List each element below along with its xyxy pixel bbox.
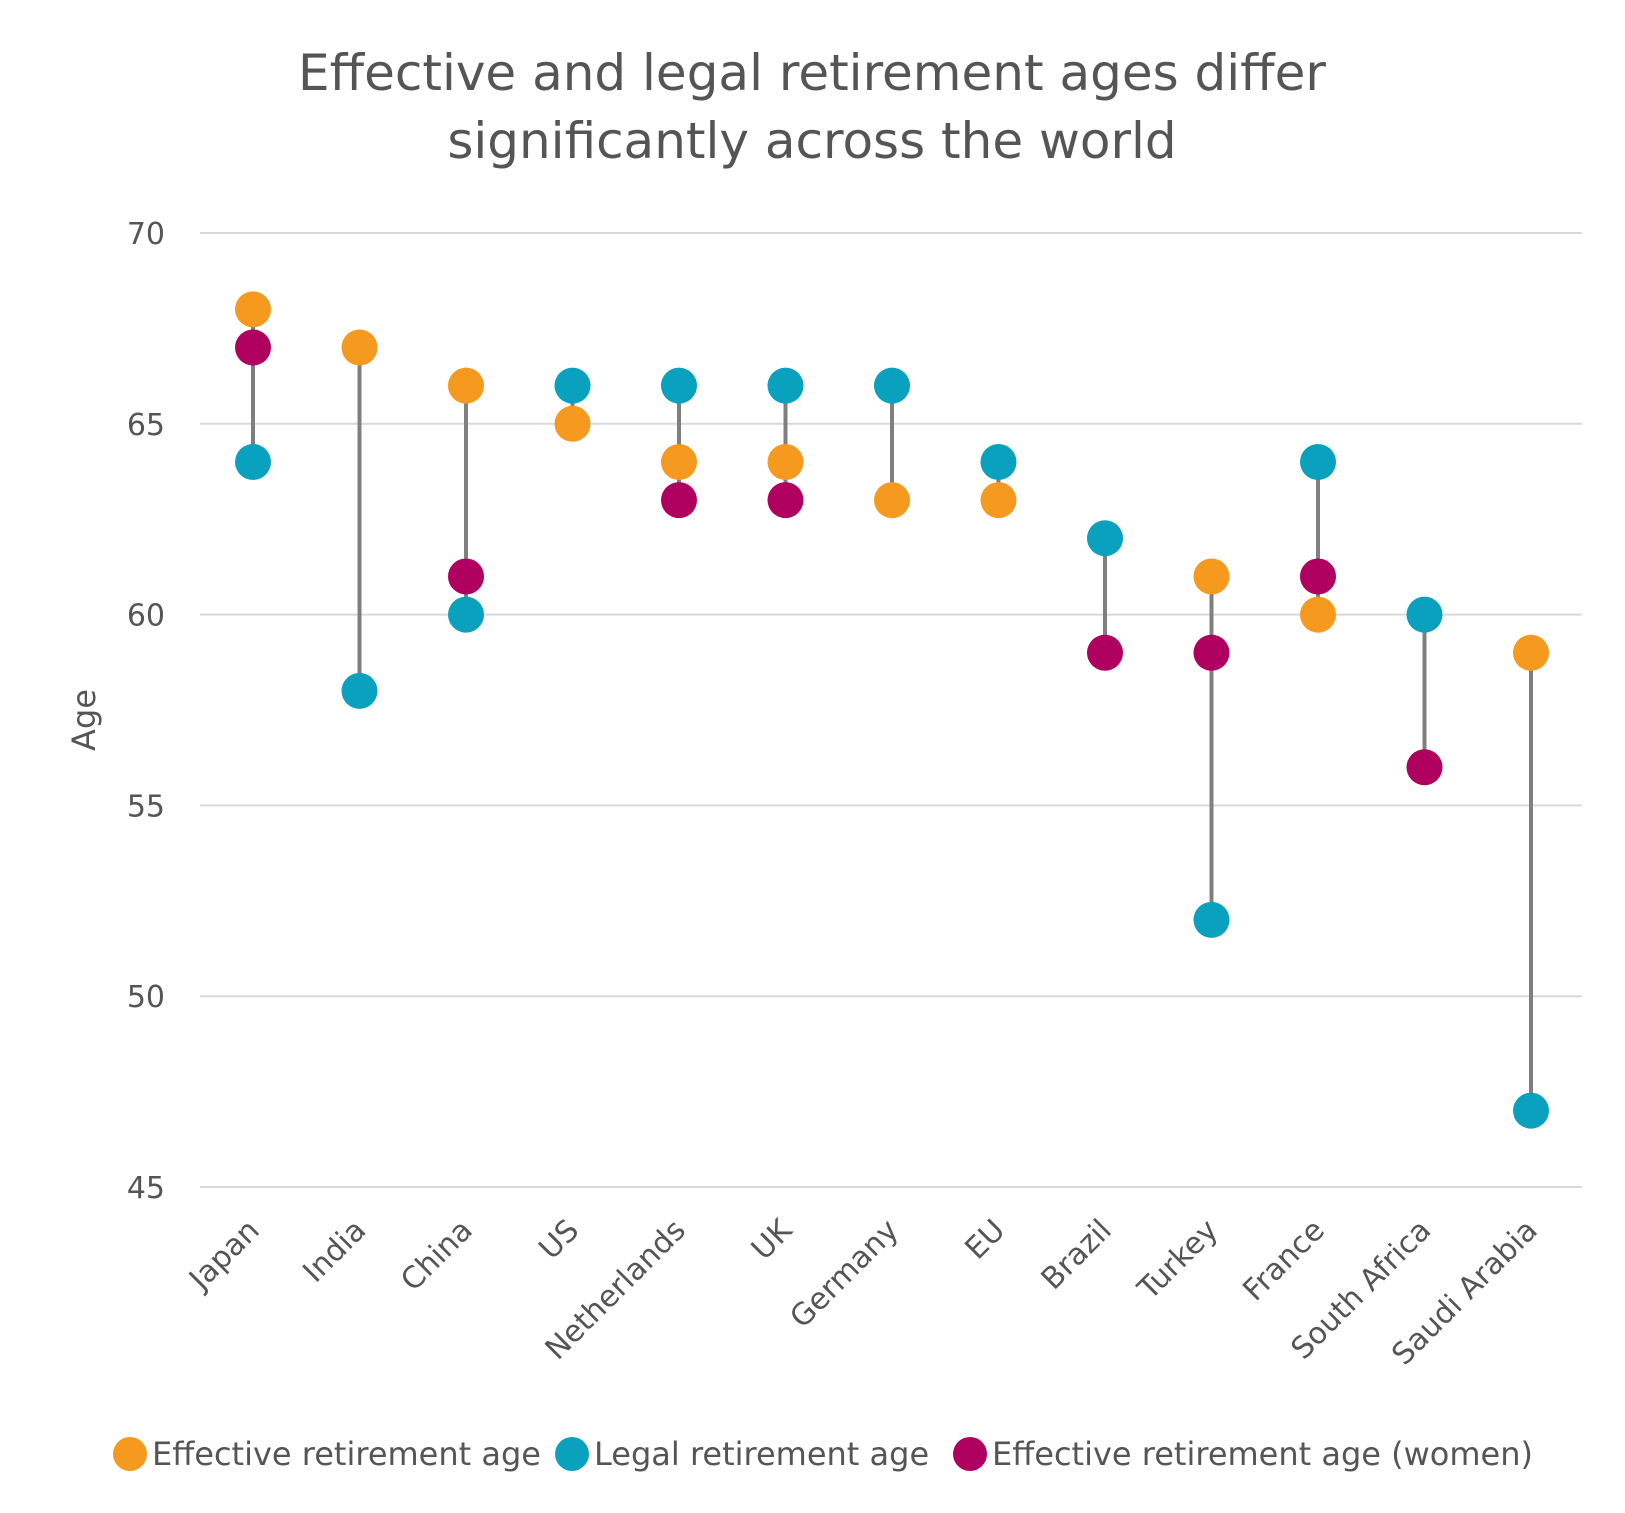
x-tick-label: Japan bbox=[181, 1213, 266, 1298]
point-effective-retirement-age-uk bbox=[767, 443, 804, 480]
legend-label: Legal retirement age bbox=[594, 1435, 929, 1473]
point-effective-retirement-age-women-japan bbox=[235, 329, 271, 366]
point-legal-retirement-age-japan bbox=[235, 443, 271, 480]
point-legal-retirement-age-france bbox=[1300, 443, 1336, 480]
x-tick-label: EU bbox=[958, 1213, 1012, 1267]
y-tick-label: 70 bbox=[127, 217, 165, 252]
point-effective-retirement-age-france bbox=[1300, 596, 1336, 633]
point-legal-retirement-age-saudi-arabia bbox=[1513, 1092, 1549, 1129]
y-tick-label: 65 bbox=[127, 408, 165, 443]
point-effective-retirement-age-women-turkey bbox=[1193, 634, 1230, 671]
y-tick-label: 50 bbox=[127, 980, 165, 1015]
x-tick-label: US bbox=[532, 1213, 586, 1267]
y-tick-label: 45 bbox=[127, 1171, 165, 1206]
point-legal-retirement-age-uk bbox=[767, 367, 804, 404]
data-points bbox=[235, 291, 1549, 1129]
chart-title-line-1: Effective and legal retirement ages diff… bbox=[298, 44, 1326, 102]
point-legal-retirement-age-netherlands bbox=[661, 367, 697, 404]
x-tick-label: Brazil bbox=[1035, 1213, 1119, 1297]
point-effective-retirement-age-saudi-arabia bbox=[1513, 634, 1549, 671]
y-axis-title: Age bbox=[65, 689, 103, 751]
point-legal-retirement-age-germany bbox=[874, 367, 910, 404]
legend-label: Effective retirement age bbox=[152, 1435, 541, 1473]
legend-marker bbox=[953, 1437, 987, 1471]
legend-label: Effective retirement age (women) bbox=[992, 1435, 1533, 1473]
connectors bbox=[251, 309, 1533, 1111]
point-effective-retirement-age-us bbox=[554, 405, 591, 442]
point-effective-retirement-age-women-france bbox=[1300, 558, 1336, 595]
point-effective-retirement-age-women-uk bbox=[767, 482, 804, 519]
chart-title-line-2: significantly across the world bbox=[447, 112, 1176, 170]
legend: Effective retirement age Legal retirement… bbox=[113, 1435, 1533, 1473]
point-effective-retirement-age-eu bbox=[980, 482, 1017, 519]
point-legal-retirement-age-south-africa bbox=[1406, 596, 1443, 633]
point-legal-retirement-age-us bbox=[554, 367, 591, 404]
x-tick-label: China bbox=[394, 1213, 479, 1298]
x-tick-label: India bbox=[296, 1213, 373, 1290]
point-effective-retirement-age-women-netherlands bbox=[661, 482, 697, 519]
x-tick-label: Germany bbox=[783, 1213, 905, 1335]
point-effective-retirement-age-netherlands bbox=[661, 443, 697, 480]
y-tick-label: 60 bbox=[127, 599, 165, 634]
point-effective-retirement-age-china bbox=[448, 367, 484, 404]
legend-marker bbox=[555, 1437, 589, 1471]
point-effective-retirement-age-germany bbox=[874, 482, 910, 519]
point-effective-retirement-age-women-brazil bbox=[1087, 634, 1123, 671]
x-tick-label: Turkey bbox=[1131, 1213, 1225, 1307]
y-axis-ticks: 45 50 55 60 65 70 bbox=[127, 217, 165, 1206]
point-legal-retirement-age-china bbox=[448, 596, 484, 633]
chart-title: Effective and legal retirement ages diff… bbox=[298, 44, 1326, 170]
point-effective-retirement-age-india bbox=[341, 329, 378, 366]
point-legal-retirement-age-india bbox=[341, 672, 378, 709]
point-legal-retirement-age-turkey bbox=[1193, 901, 1230, 938]
point-effective-retirement-age-turkey bbox=[1193, 558, 1230, 595]
legend-marker bbox=[113, 1437, 147, 1471]
y-tick-label: 55 bbox=[127, 789, 165, 824]
point-effective-retirement-age-japan bbox=[235, 291, 271, 328]
point-legal-retirement-age-eu bbox=[980, 443, 1017, 480]
point-effective-retirement-age-women-south-africa bbox=[1406, 749, 1443, 786]
point-effective-retirement-age-women-china bbox=[448, 558, 484, 595]
x-tick-label: France bbox=[1236, 1213, 1331, 1308]
point-legal-retirement-age-brazil bbox=[1087, 520, 1123, 557]
x-tick-label: UK bbox=[745, 1212, 800, 1267]
